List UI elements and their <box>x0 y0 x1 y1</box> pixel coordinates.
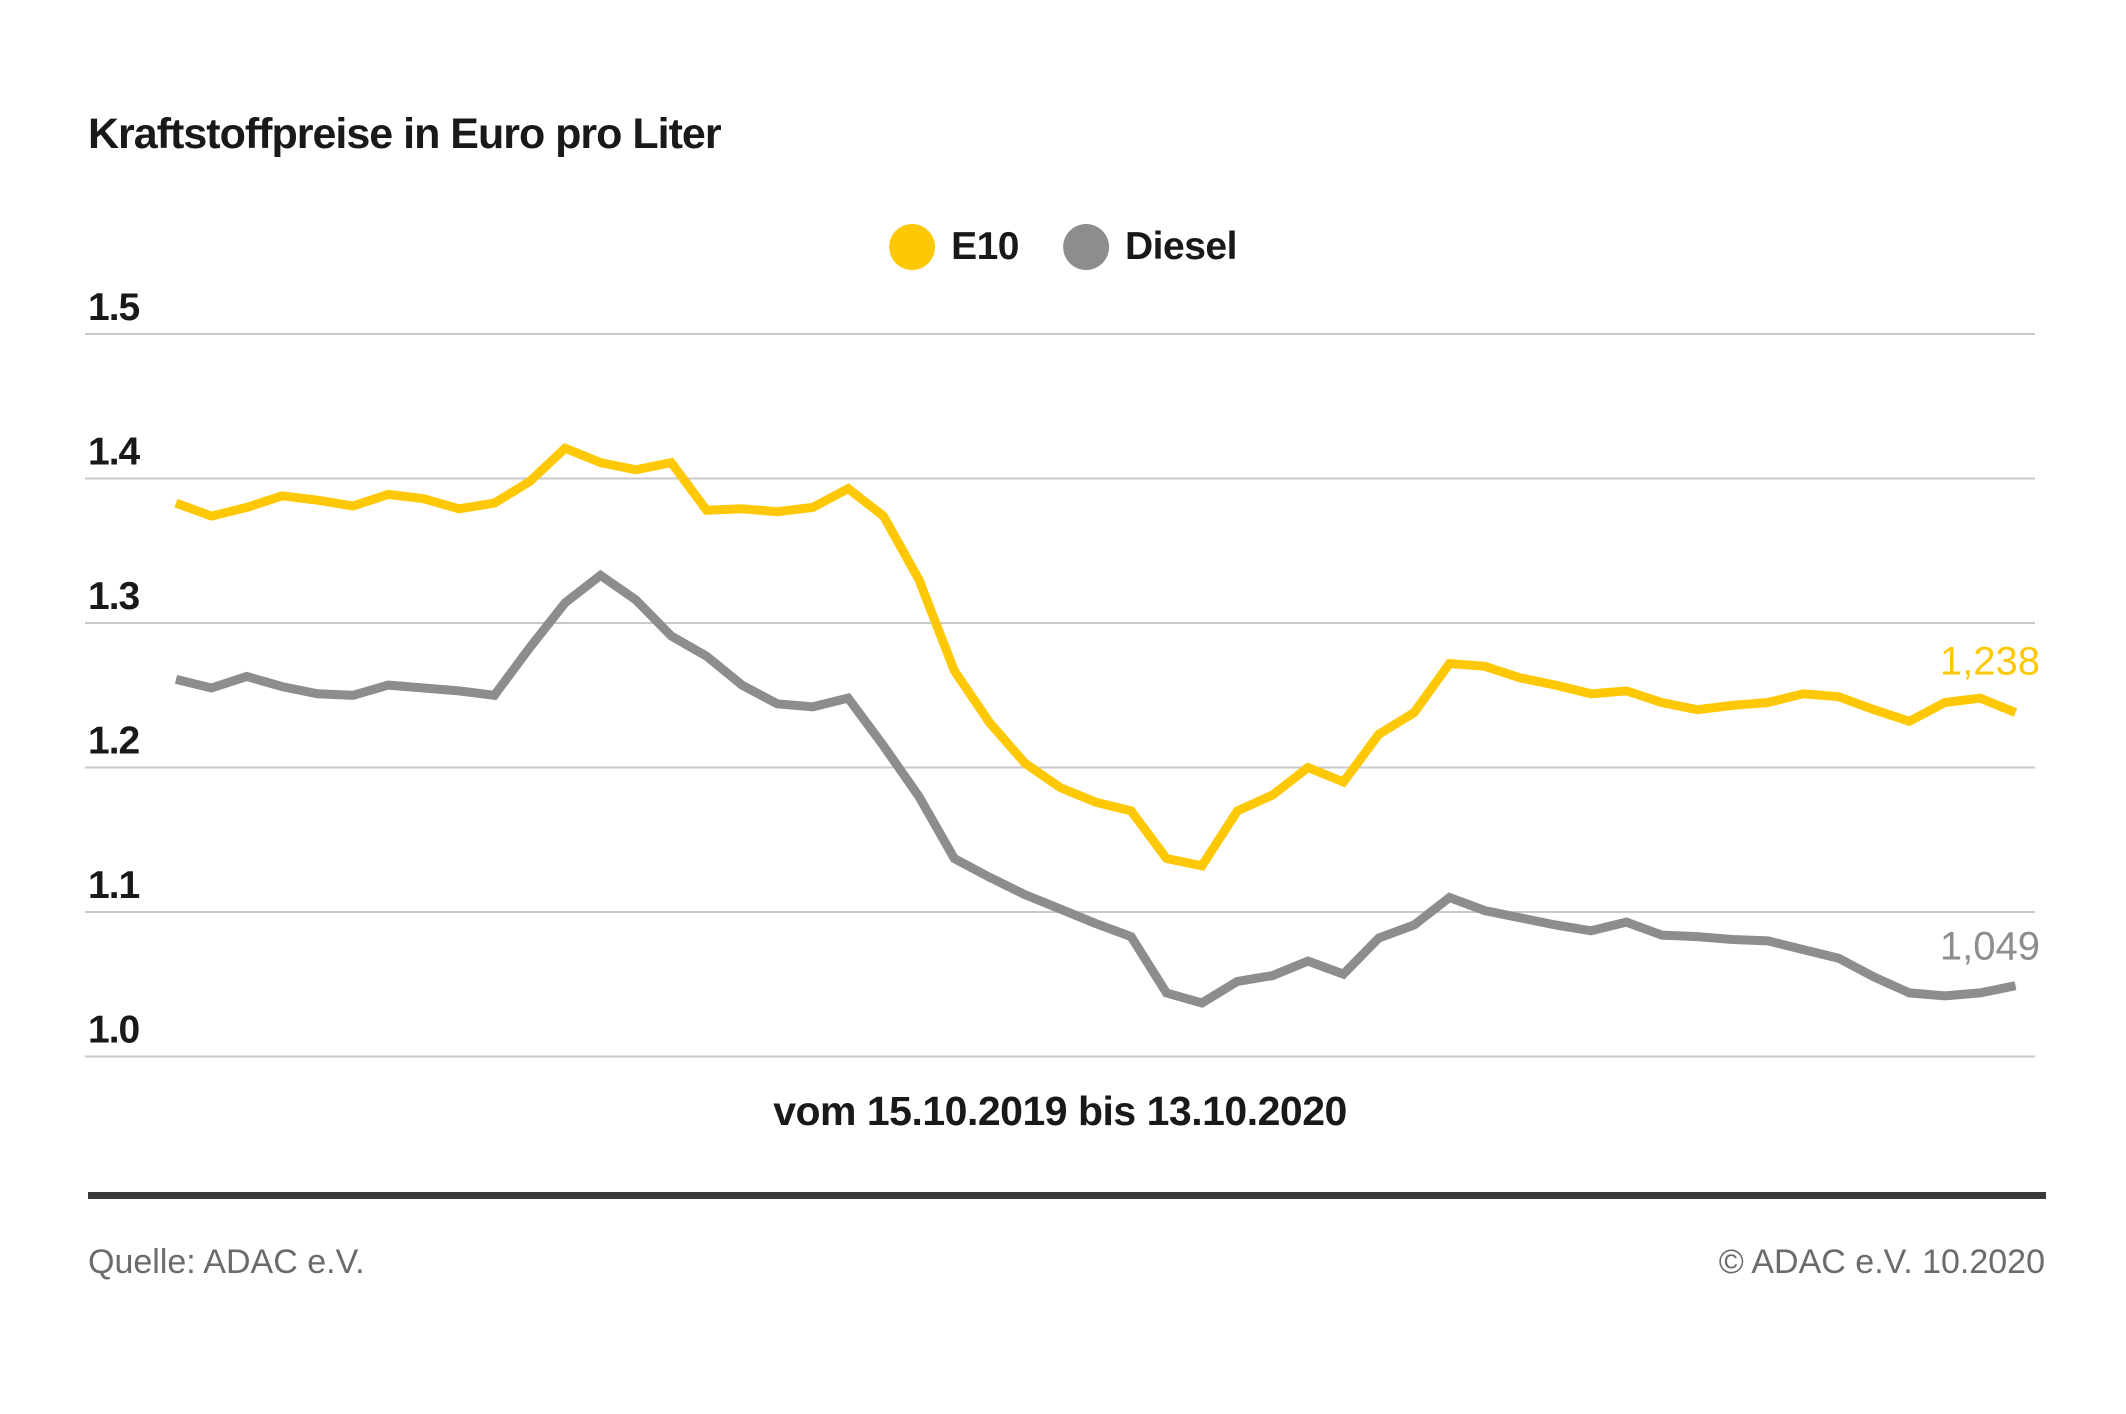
diesel-line <box>174 569 2017 1008</box>
legend: E10 Diesel <box>889 224 1237 270</box>
footer-divider <box>88 1192 2046 1199</box>
legend-item-e10: E10 <box>889 224 1019 270</box>
legend-item-diesel: Diesel <box>1063 224 1237 270</box>
y-tick-label: 1.0 <box>88 1009 140 1052</box>
y-tick-label: 1.2 <box>88 720 140 763</box>
source-note: Quelle: ADAC e.V. <box>88 1243 365 1281</box>
legend-e10-label: E10 <box>951 225 1019 268</box>
y-tick-label: 1.5 <box>88 286 140 329</box>
x-axis-label: vom 15.10.2019 bis 13.10.2020 <box>773 1088 1347 1134</box>
y-tick-label: 1.3 <box>88 575 140 618</box>
y-tick-label: 1.4 <box>88 431 141 474</box>
legend-diesel-label: Diesel <box>1125 225 1237 268</box>
e10-line <box>174 442 2018 871</box>
diesel-value-label: 1,049 <box>1940 925 2040 969</box>
e10-value-label: 1,238 <box>1940 640 2040 684</box>
y-tick-label: 1.1 <box>88 864 140 907</box>
copyright-note: © ADAC e.V. 10.2020 <box>1718 1243 2045 1281</box>
chart-title: Kraftstoffpreise in Euro pro Liter <box>88 110 722 158</box>
e10-dot-icon <box>889 224 936 270</box>
diesel-dot-icon <box>1063 224 1109 270</box>
